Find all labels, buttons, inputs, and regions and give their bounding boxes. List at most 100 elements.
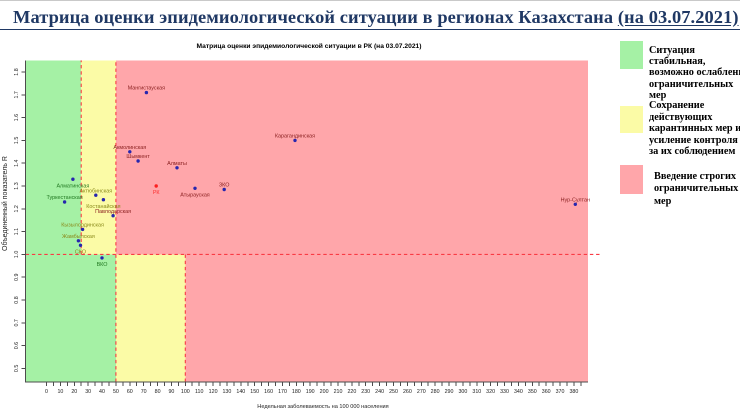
data-point-Алматы bbox=[175, 166, 179, 170]
y-tick-label: 1.2 bbox=[14, 205, 20, 212]
data-point-Туркестанская bbox=[62, 200, 67, 204]
title-underline-rule bbox=[0, 29, 740, 30]
data-point-Алматинская bbox=[71, 177, 75, 181]
x-tick-label: 100 bbox=[181, 389, 190, 395]
legend-label-line: возможно ослабление bbox=[649, 67, 740, 79]
x-tick-label: 150 bbox=[250, 389, 259, 395]
data-point-Костанайская bbox=[101, 198, 106, 202]
x-tick-label: 340 bbox=[514, 389, 523, 395]
data-point-label-ВКО: ВКО bbox=[97, 262, 108, 268]
data-point-Павлодарская bbox=[111, 214, 115, 218]
y-tick-label: 1.5 bbox=[14, 137, 20, 144]
data-point-label-Шымкент: Шымкент bbox=[126, 154, 150, 160]
x-tick-label: 350 bbox=[528, 389, 537, 395]
legend-label-line: стабильная, bbox=[649, 56, 706, 68]
x-tick-label: 170 bbox=[278, 389, 287, 395]
legend-label-line: мер bbox=[654, 195, 672, 207]
x-tick-label: 320 bbox=[486, 389, 495, 395]
y-tick-label: 1.8 bbox=[14, 68, 20, 75]
legend-label-line: ограничительных bbox=[654, 183, 739, 195]
data-point-РК bbox=[154, 184, 158, 188]
y-tick-label: 0.8 bbox=[14, 296, 20, 303]
data-point-Атырауская bbox=[193, 186, 197, 190]
y-tick-label: 1.0 bbox=[14, 251, 20, 258]
data-point-Кызылординская bbox=[80, 227, 85, 232]
legend-label-line: Сохранение bbox=[649, 100, 705, 111]
legend-label-0: Ситуация стабильная, возможно ослабление ог… bbox=[649, 45, 740, 101]
x-tick-label: 360 bbox=[542, 389, 551, 395]
x-tick-label: 230 bbox=[361, 389, 370, 395]
x-tick-label: 370 bbox=[556, 389, 565, 395]
x-tick-label: 210 bbox=[334, 389, 343, 395]
y-tick-label: 1.3 bbox=[14, 182, 20, 189]
legend-swatch-red bbox=[620, 165, 643, 194]
data-point-label-Жамбылская: Жамбылская bbox=[62, 234, 95, 240]
page-title-text: Матрица оценки эпидемиологической ситуац… bbox=[13, 6, 618, 27]
y-tick-label: 0.9 bbox=[14, 273, 20, 280]
x-tick-label: 220 bbox=[347, 389, 356, 395]
data-point-ЗКО bbox=[222, 187, 226, 192]
legend-swatch-green bbox=[620, 41, 643, 69]
x-tick-label: 10 bbox=[57, 389, 63, 395]
data-point-label-Мангистауская: Мангистауская bbox=[128, 86, 165, 92]
data-point-label-Алматы: Алматы bbox=[167, 161, 187, 167]
x-tick-label: 380 bbox=[569, 389, 578, 395]
x-tick-label: 50 bbox=[113, 389, 119, 395]
data-point-Карагандинская bbox=[293, 138, 297, 143]
legend-label-line: карантинных мер и bbox=[649, 123, 740, 135]
data-point-label-Атырауская: Атырауская bbox=[180, 193, 210, 199]
x-tick-label: 80 bbox=[155, 389, 161, 395]
y-tick-label: 1.4 bbox=[14, 159, 20, 166]
legend-swatch-yellow bbox=[620, 106, 643, 133]
zone-red-lower bbox=[185, 254, 588, 382]
data-point-label-РК: РК bbox=[153, 190, 161, 196]
legend-label-2: Введение строгих ограничительных мер bbox=[654, 171, 738, 208]
x-tick-label: 180 bbox=[292, 389, 301, 395]
data-point-label-Нур-Султан: Нур-Султан bbox=[561, 197, 590, 203]
x-tick-label: 250 bbox=[389, 389, 398, 395]
data-point-СКО bbox=[78, 243, 83, 247]
data-point-label-Павлодарская: Павлодарская bbox=[95, 209, 131, 215]
y-tick-label: 0.5 bbox=[14, 365, 20, 372]
x-tick-label: 30 bbox=[85, 389, 91, 395]
x-tick-label: 160 bbox=[264, 389, 273, 395]
x-tick-label: 70 bbox=[141, 389, 147, 395]
y-tick-label: 1.7 bbox=[14, 91, 20, 98]
legend-label-line: усиление контроля bbox=[649, 134, 738, 146]
x-tick-label: 190 bbox=[306, 389, 315, 395]
zone-yellow-upper bbox=[81, 60, 116, 255]
data-point-Жамбылская bbox=[76, 239, 81, 243]
data-point-label-Костанайская: Костанайская bbox=[86, 203, 120, 210]
data-point-label-СКО: СКО bbox=[75, 250, 86, 256]
data-point-Шымкент bbox=[136, 159, 140, 163]
zone-green-upper bbox=[25, 60, 82, 255]
x-tick-label: 280 bbox=[431, 389, 440, 395]
page-title: Матрица оценки эпидемиологической ситуац… bbox=[13, 7, 740, 28]
zone-green-lower bbox=[25, 254, 116, 382]
page-title-date: (на 03.07.2021) bbox=[617, 6, 739, 27]
data-point-label-Акмолинская: Акмолинская bbox=[113, 145, 146, 151]
top-border-line bbox=[0, 0, 740, 1]
x-tick-label: 40 bbox=[99, 389, 105, 395]
x-tick-label: 270 bbox=[417, 389, 426, 395]
x-tick-label: 240 bbox=[375, 389, 384, 395]
x-tick-label: 130 bbox=[222, 389, 231, 395]
x-tick-label: 60 bbox=[127, 389, 133, 395]
y-tick-label: 0.7 bbox=[14, 319, 20, 326]
x-tick-label: 110 bbox=[195, 389, 203, 395]
data-point-label-Алматинская: Алматинская bbox=[56, 183, 89, 189]
y-tick-label: 0.6 bbox=[14, 342, 20, 349]
x-tick-label: 120 bbox=[209, 389, 218, 395]
chart-title: Матрица оценки эпидемиологической ситуац… bbox=[197, 42, 422, 50]
x-tick-label: 290 bbox=[445, 389, 454, 395]
x-tick-label: 90 bbox=[168, 389, 174, 395]
y-tick-label: 1.1 bbox=[14, 228, 20, 235]
data-point-label-Кызылординская: Кызылординская bbox=[61, 223, 104, 229]
x-tick-label: 140 bbox=[236, 389, 245, 395]
data-point-label-Карагандинская: Карагандинская bbox=[275, 134, 315, 140]
legend-label-line: мер bbox=[649, 89, 667, 101]
data-point-Нур-Султан bbox=[573, 202, 577, 206]
zone-red-upper bbox=[115, 60, 588, 255]
legend-label-line: за их соблюдением bbox=[649, 146, 736, 158]
